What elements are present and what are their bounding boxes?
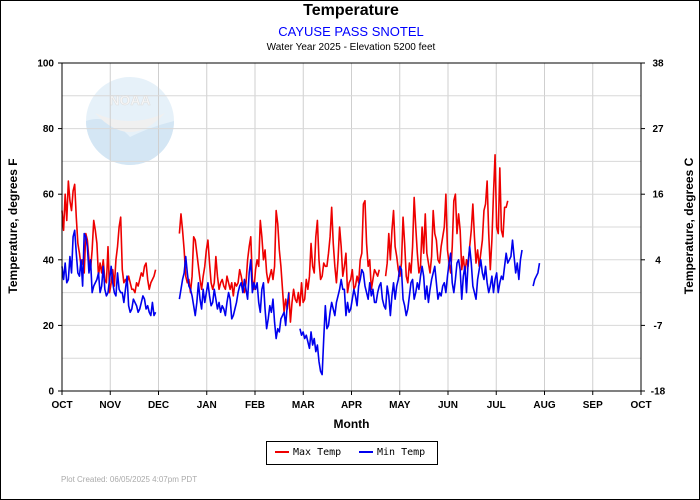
y-tick-label-right: -7 [654,321,663,332]
y-tick-label-left: 100 [37,59,54,70]
series-line-max-temp [61,154,509,323]
chart-title: Temperature [303,2,399,19]
noaa-logo-wave-icon [86,119,174,165]
series-line-min-temp [61,229,541,376]
y-tick-label-right: -18 [651,387,666,398]
x-tick-label: OCT [51,400,72,411]
y-tick-label-left: 60 [43,190,55,201]
x-tick-label: JUN [438,400,458,411]
x-tick-label: SEP [583,400,603,411]
legend-label-max: Max Temp [293,447,342,458]
legend-item-min: Min Temp [359,447,425,459]
x-tick-label: NOV [99,400,121,411]
x-tick-label: JUL [487,400,506,411]
y-tick-label-left: 40 [43,255,55,266]
legend-swatch-min [359,451,373,453]
x-tick-label: AUG [533,400,555,411]
x-tick-label: MAY [389,400,411,411]
noaa-logo-gull-icon [95,113,165,132]
x-tick-label: FEB [245,400,265,411]
y-tick-label-right: 16 [652,190,664,201]
legend: Max Temp Min Temp [266,441,438,465]
x-axis-label: Month [334,417,370,431]
x-tick-label: JAN [197,400,217,411]
noaa-logo-text: NOAA [109,92,150,108]
y-tick-label-right: 27 [652,124,664,135]
plot-created-footer: Plot Created: 06/05/2025 4:07pm PDT [61,475,198,484]
legend-item-max: Max Temp [275,447,341,459]
y-axis-label-left: Temperature, degrees F [6,158,20,294]
x-tick-label: DEC [148,400,169,411]
y-tick-label-left: 0 [48,387,54,398]
station-name: CAYUSE PASS SNOTEL [278,24,424,39]
water-year-elevation: Water Year 2025 - Elevation 5200 feet [266,42,436,53]
legend-swatch-max [275,451,289,453]
x-tick-label: OCT [630,400,651,411]
legend-label-min: Min Temp [377,447,426,458]
x-tick-label: MAR [292,400,316,411]
y-tick-label-left: 20 [43,321,55,332]
y-tick-label-right: 38 [652,59,664,70]
y-axis-label-right: Temperature, degrees C [682,157,696,295]
y-tick-label-right: 4 [655,255,661,266]
x-tick-label: APR [341,400,363,411]
y-tick-label-left: 80 [43,124,55,135]
